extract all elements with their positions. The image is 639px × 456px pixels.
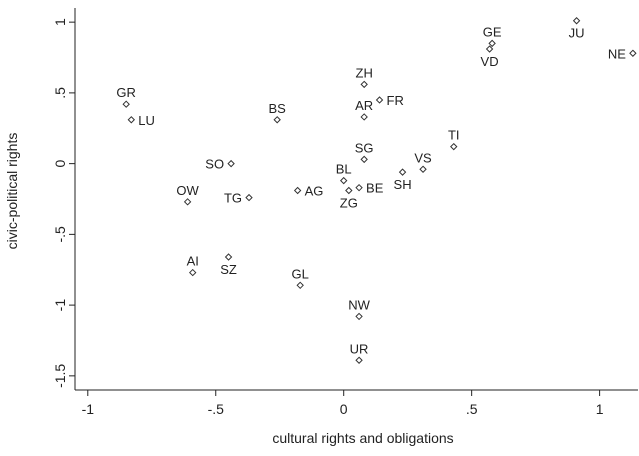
data-point [375, 96, 384, 104]
axes: -1 -.5 0 .5 1 -1.5 -1 -.5 0 .5 1 [52, 8, 638, 417]
point-label: SG [355, 140, 374, 155]
point-label: OW [176, 183, 199, 198]
point-label: GR [116, 85, 136, 100]
point-label: ZH [356, 65, 373, 80]
data-point [355, 183, 363, 192]
x-tick-label: 0 [340, 401, 348, 417]
point-label: GE [483, 24, 502, 39]
point-label: AG [305, 184, 324, 199]
data-point [339, 176, 348, 185]
point-label: NE [608, 46, 626, 61]
point-label: SO [205, 157, 224, 172]
point-label: UR [350, 341, 369, 356]
data-point [224, 253, 233, 261]
data-point [183, 198, 192, 206]
point-label: AR [355, 98, 373, 113]
data-point [485, 45, 494, 53]
data-point [345, 186, 353, 195]
point-label: BS [268, 101, 286, 116]
x-tick-label: .5 [466, 401, 478, 417]
point-label: SZ [220, 262, 237, 277]
data-point [360, 155, 368, 164]
data-point [127, 116, 136, 124]
point-label: FR [387, 93, 404, 108]
data-point [419, 165, 427, 173]
y-axis-title: civic-political rights [4, 133, 20, 250]
point-label: AI [187, 254, 199, 269]
point-label: BE [366, 181, 384, 196]
y-tick-label: 0 [52, 160, 68, 168]
y-tick-label: 1 [52, 18, 68, 26]
x-tick-label: -.5 [208, 401, 225, 417]
point-label: GL [292, 266, 309, 281]
data-point [450, 142, 458, 151]
data-point [360, 80, 368, 89]
point-label: ZG [340, 196, 358, 211]
point-label: TI [448, 128, 460, 143]
data-point [629, 49, 637, 57]
x-tick-label: 1 [596, 401, 604, 417]
data-point [227, 159, 235, 168]
point-label: VS [414, 150, 432, 165]
data-point [189, 268, 197, 277]
y-tick-label: -.5 [52, 226, 68, 243]
y-tick-label: -1 [52, 299, 68, 312]
data-point [355, 312, 363, 321]
data-point [360, 113, 368, 121]
point-label: JU [569, 26, 585, 41]
point-label: SH [394, 177, 412, 192]
y-tick-label: -1.5 [52, 364, 68, 388]
data-point [293, 186, 302, 195]
data-point [572, 17, 581, 25]
data-point [245, 193, 253, 202]
data-point [122, 100, 130, 108]
point-label: NW [348, 297, 370, 312]
y-tick-label: .5 [52, 87, 68, 99]
x-tick-label: -1 [82, 401, 95, 417]
point-label: TG [224, 191, 242, 206]
data-point [398, 168, 407, 176]
x-axis-title: cultural rights and obligations [272, 430, 453, 446]
point-label: VD [481, 54, 499, 69]
data-point [273, 116, 281, 124]
point-label: BL [336, 162, 352, 177]
data-point [355, 356, 363, 364]
data-point [296, 281, 304, 290]
data-point [488, 39, 496, 48]
point-label: LU [138, 113, 155, 128]
